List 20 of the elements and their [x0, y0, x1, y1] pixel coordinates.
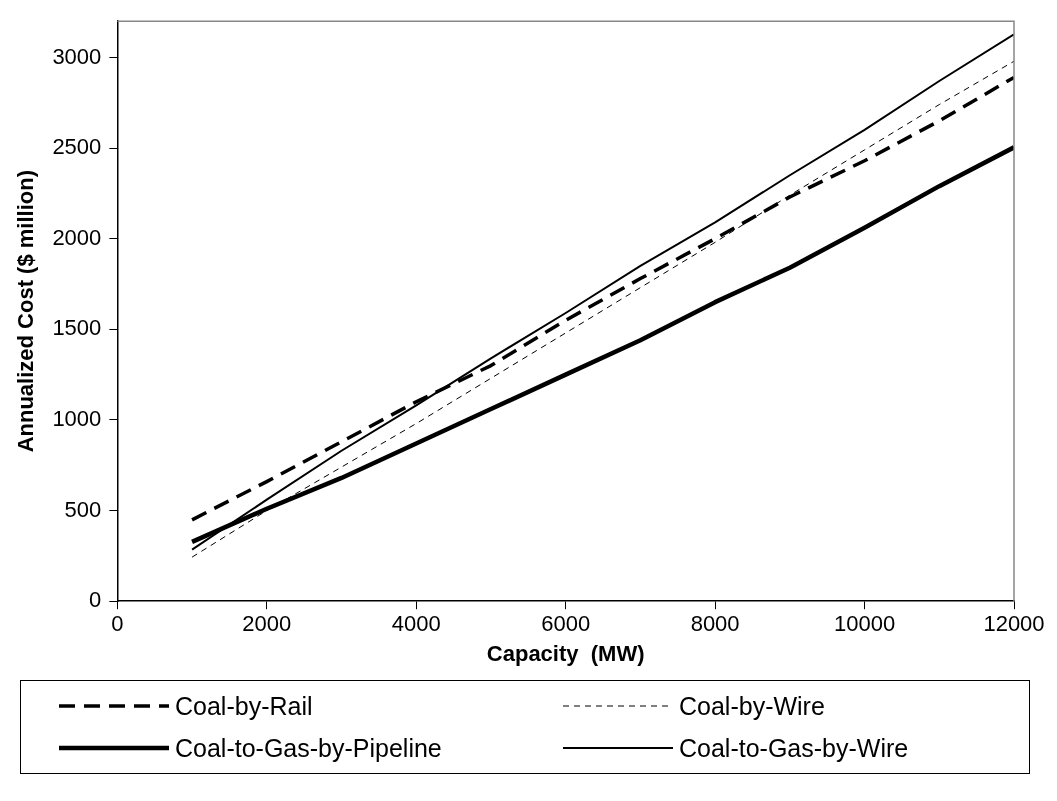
x-tick-label: 2000 — [242, 611, 292, 637]
x-tick-label: 4000 — [391, 611, 441, 637]
y-tick-label: 2500 — [52, 134, 102, 160]
y-tick-label: 0 — [89, 587, 102, 613]
x-tick-label: 6000 — [541, 611, 591, 637]
legend-label: Coal-to-Gas-by-Wire — [679, 733, 909, 763]
y-tick-label: 2000 — [52, 224, 102, 250]
y-tick-label: 3000 — [52, 43, 102, 69]
y-tick-label: 1500 — [52, 315, 102, 341]
y-axis-title: Annualized Cost ($ million) — [13, 170, 39, 453]
x-tick-label: 0 — [111, 611, 124, 637]
legend-label: Coal-by-Rail — [175, 691, 313, 721]
y-tick-label: 500 — [64, 496, 102, 522]
x-tick-label: 12000 — [983, 611, 1045, 637]
x-tick-label: 10000 — [833, 611, 896, 637]
legend-label: Coal-to-Gas-by-Pipeline — [175, 733, 442, 763]
x-tick-label: 8000 — [690, 611, 740, 637]
x-axis-title: Capacity (MW) — [486, 640, 645, 666]
y-tick-label: 1000 — [52, 406, 102, 432]
legend-label: Coal-by-Wire — [679, 691, 825, 721]
